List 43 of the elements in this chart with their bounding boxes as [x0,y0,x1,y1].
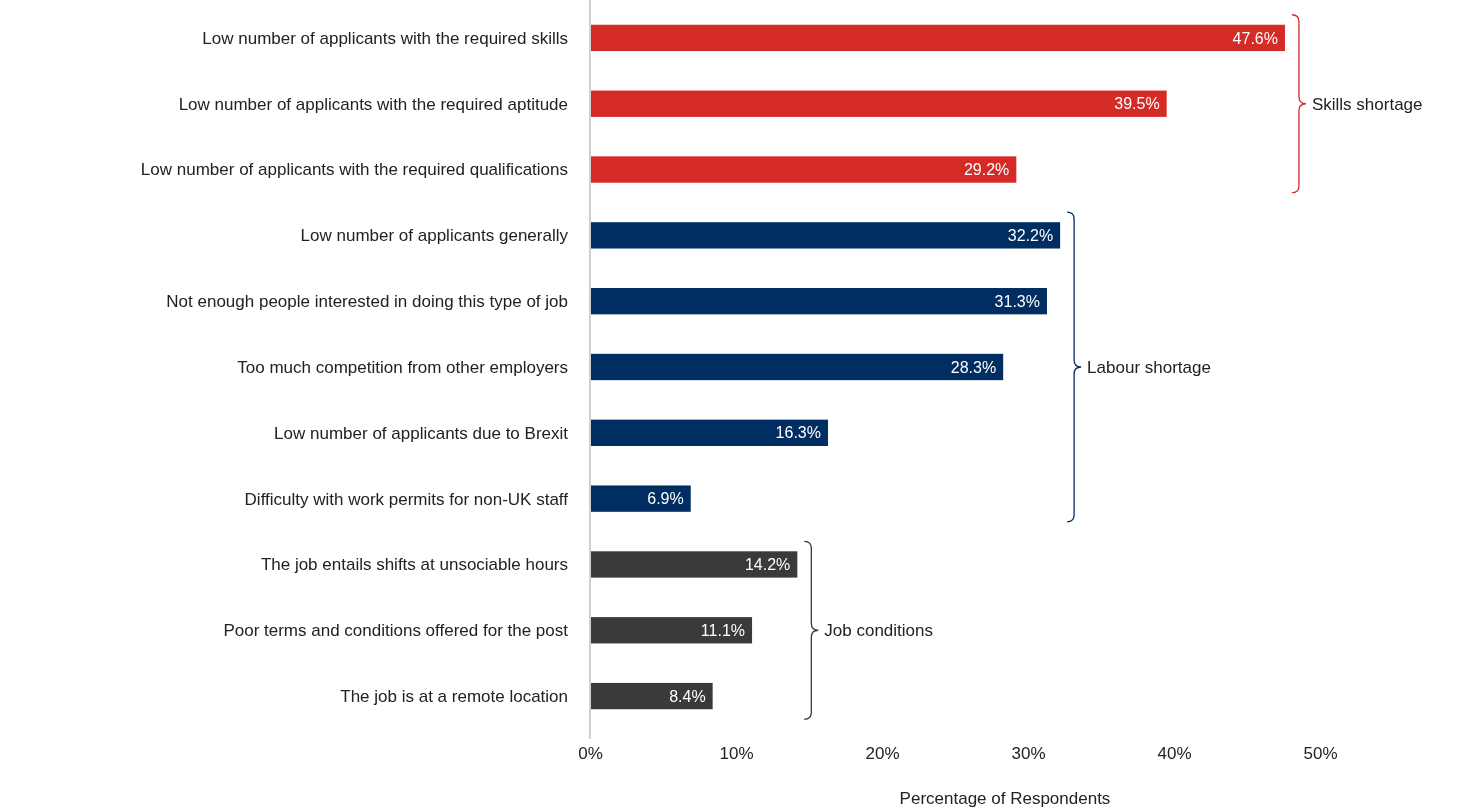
bar [590,485,691,512]
data-label: 29.2% [963,161,1010,179]
y-tick-label: Poor terms and conditions offered for the post [223,621,569,641]
bar [590,617,753,644]
y-tick-label: Low number of applicants generally [300,226,569,246]
x-tick-label: 40% [1157,744,1192,764]
y-tick-label: Low number of applicants due to Brexit [274,423,569,443]
annotation: Labour shortage [1087,357,1211,377]
data-label: 39.5% [1114,95,1160,113]
data-label: 16.3% [775,424,821,442]
bar [590,419,828,446]
bar [590,156,1017,183]
data-label: 11.1% [700,621,746,639]
y-tick-label: Low number of applicants with the required aptitude [178,94,568,114]
bar [590,551,798,578]
x-tick-label: 0% [578,744,603,764]
x-tick-label: 50% [1303,744,1338,764]
data-label: 31.3% [994,292,1040,310]
y-tick-label: The job is at a remote location [340,687,568,707]
bar [590,222,1061,249]
bar [590,682,713,710]
bar [590,90,1167,117]
x-tick-label: 20% [865,744,900,764]
bar [590,288,1047,315]
x-tick-label: 30% [1011,744,1046,764]
y-tick-label: Low number of applicants with the required skills [202,28,568,48]
bar [590,24,1285,52]
x-axis-title: Percentage of Respondents [899,789,1111,808]
data-label: 14.2% [744,556,791,574]
y-tick-label: Low number of applicants with the required qualifications [140,160,568,180]
annotation: Job conditions [824,621,934,641]
data-label: 47.6% [1232,29,1278,47]
bar [590,353,1004,381]
data-label: 8.4% [669,687,706,705]
y-tick-label: The job entails shifts at unsociable hours [260,555,568,575]
data-label: 28.3% [950,358,997,376]
y-tick-label: Not enough people interested in doing this type of job [166,292,568,312]
data-label: 32.2% [1007,226,1054,244]
annotation: Skills shortage [1311,94,1423,114]
x-tick-label: 10% [719,744,754,764]
y-tick-label: Difficulty with work permits for non-UK staff [244,489,569,509]
y-tick-label: Too much competition from other employers [237,357,568,377]
data-label: 6.9% [647,490,684,508]
